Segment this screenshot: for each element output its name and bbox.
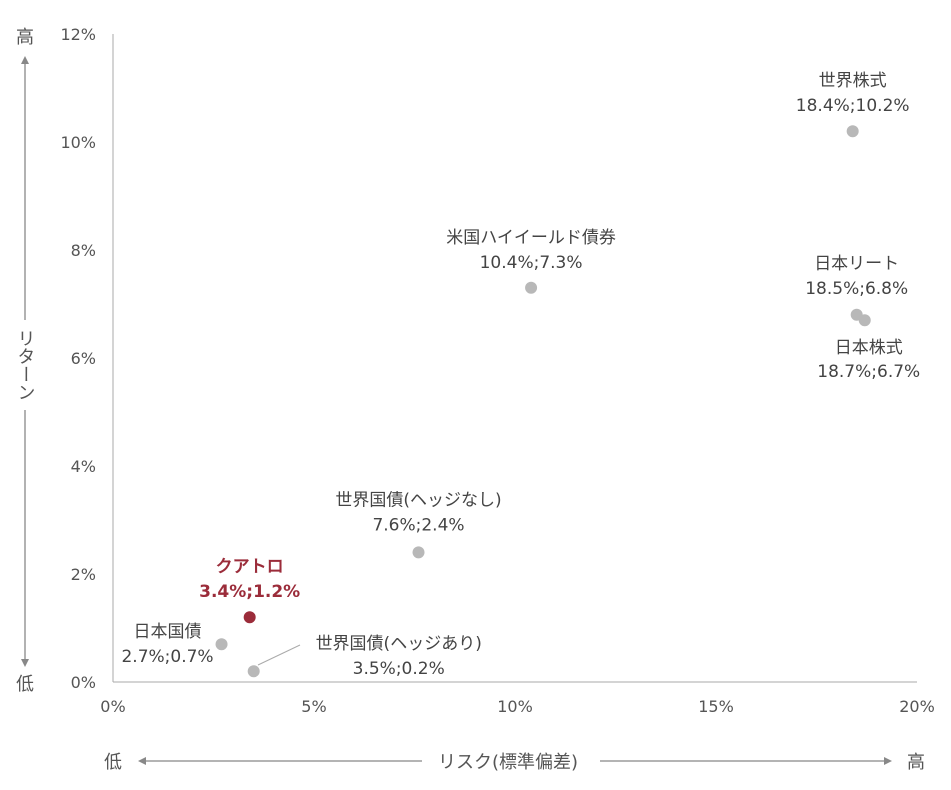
point-value-label: 10.4%;7.3% xyxy=(480,253,583,273)
leader-line xyxy=(257,644,301,666)
data-points xyxy=(215,125,871,678)
point-name-label: 日本リート xyxy=(814,254,899,274)
y-low-label: 低 xyxy=(16,674,34,695)
y-tick-label: 12% xyxy=(60,25,96,44)
scatter-point xyxy=(412,546,425,559)
x-tick-label: 5% xyxy=(301,697,326,716)
x-tick-label: 20% xyxy=(899,697,935,716)
point-name-label: 日本株式 xyxy=(835,338,903,358)
point-name-label: 世界株式 xyxy=(819,71,887,91)
point-name-label: 世界国債(ヘッジあり) xyxy=(316,634,482,654)
point-value-label: 3.5%;0.2% xyxy=(353,659,445,679)
scatter-point xyxy=(525,281,538,294)
y-tick-label: 6% xyxy=(71,349,96,368)
point-name-label: 世界国債(ヘッジなし) xyxy=(335,490,501,510)
y-tick-labels: 0% 2% 4% 6% 8% 10% 12% xyxy=(60,25,96,692)
scatter-point xyxy=(846,125,859,138)
scatter-point xyxy=(858,314,871,327)
y-tick-label: 0% xyxy=(71,673,96,692)
point-value-label: 3.4%;1.2% xyxy=(199,582,300,602)
y-high-label: 高 xyxy=(16,27,34,48)
point-value-label: 2.7%;0.7% xyxy=(121,647,213,667)
highlight-point xyxy=(243,611,256,624)
x-axis-title: リスク(標準偏差) xyxy=(438,752,578,773)
scatter-point xyxy=(215,638,228,651)
x-tick-label: 10% xyxy=(497,697,533,716)
y-tick-label: 4% xyxy=(71,457,96,476)
point-name-label: 日本国債 xyxy=(134,622,202,642)
point-value-label: 18.5%;6.8% xyxy=(805,279,908,299)
data-labels: 世界株式 18.4%;10.2% 米国ハイイールド債券 10.4%;7.3% 日本リート… xyxy=(121,71,920,679)
point-value-label: 7.6%;2.4% xyxy=(372,515,464,535)
x-tick-label: 15% xyxy=(698,697,734,716)
point-value-label: 18.7%;6.7% xyxy=(817,362,920,382)
y-tick-label: 10% xyxy=(60,133,96,152)
point-name-label: クアトロ xyxy=(216,557,284,577)
y-axis-title: リターン xyxy=(15,329,36,401)
y-tick-label: 2% xyxy=(71,565,96,584)
x-tick-label: 0% xyxy=(100,697,125,716)
scatter-point xyxy=(247,665,260,678)
point-name-label: 米国ハイイールド債券 xyxy=(446,228,616,248)
x-low-label: 低 xyxy=(104,752,122,773)
x-tick-labels: 0% 5% 10% 15% 20% xyxy=(100,697,934,716)
y-tick-label: 8% xyxy=(71,241,96,260)
x-high-label: 高 xyxy=(907,752,925,773)
point-value-label: 18.4%;10.2% xyxy=(796,96,910,116)
